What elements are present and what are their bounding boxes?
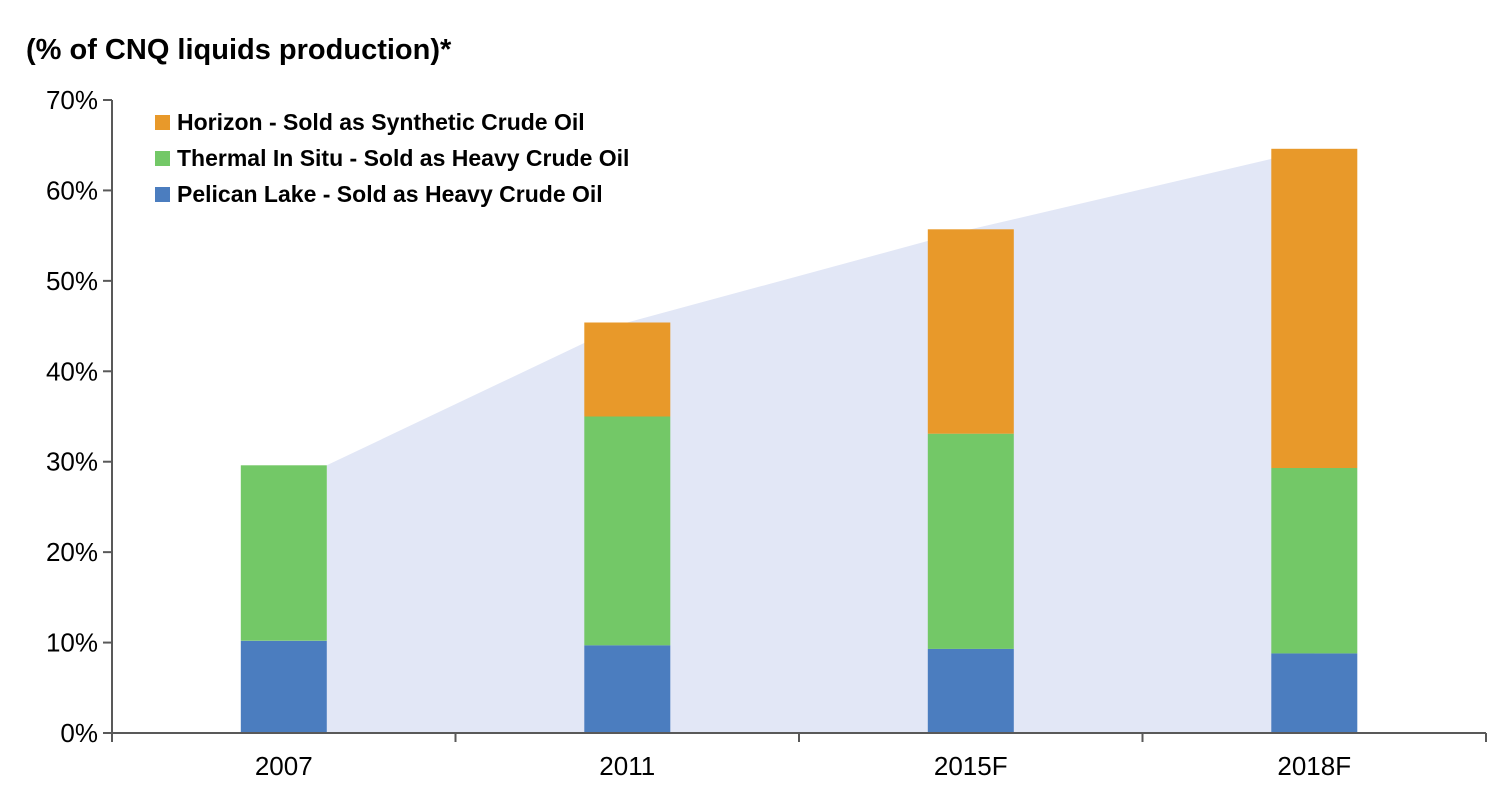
legend-item-pelican: Pelican Lake - Sold as Heavy Crude Oil [155,181,629,207]
legend-swatch-horizon-icon [155,115,170,130]
legend-label-horizon: Horizon - Sold as Synthetic Crude Oil [177,109,585,135]
legend-swatch-pelican-icon [155,187,170,202]
bar-segment-2015f-thermal [927,433,1014,649]
legend: Horizon - Sold as Synthetic Crude Oil The… [155,109,630,207]
y-tick-label-60: 60% [46,175,98,205]
bar-segment-2007-thermal [240,465,327,641]
category-label-2018f: 2018F [1277,751,1351,781]
bar-segment-2018f-pelican [1271,653,1358,733]
y-tick-label-20: 20% [46,537,98,567]
bar-segment-2018f-horizon [1271,148,1358,469]
y-tick-label-70: 70% [46,85,98,115]
y-tick-label-30: 30% [46,447,98,477]
chart-title: (% of CNQ liquids production)* [26,34,452,66]
legend-label-pelican: Pelican Lake - Sold as Heavy Crude Oil [177,181,603,207]
bar-segment-2011-thermal [584,416,671,646]
legend-label-thermal: Thermal In Situ - Sold as Heavy Crude Oi… [177,145,630,171]
y-tick-label-10: 10% [46,628,98,658]
bar-segment-2007-pelican [240,640,327,733]
total-share-area [326,148,1315,734]
bar-segment-2011-pelican [584,645,671,733]
legend-item-thermal: Thermal In Situ - Sold as Heavy Crude Oi… [155,145,630,171]
bar-segment-2011-horizon [584,322,671,417]
bar-segment-2018f-thermal [1271,468,1358,654]
y-tick-label-50: 50% [46,266,98,296]
legend-item-horizon: Horizon - Sold as Synthetic Crude Oil [155,109,629,135]
category-label-2011: 2011 [599,751,655,781]
category-label-2007: 2007 [255,751,313,781]
legend-swatch-thermal-icon [155,151,170,166]
bar-segment-2015f-horizon [927,229,1014,434]
y-tick-label-40: 40% [46,356,98,386]
y-tick-label-0: 0% [60,718,98,748]
category-label-2015f: 2015F [934,751,1008,781]
bar-segment-2015f-pelican [927,648,1014,733]
